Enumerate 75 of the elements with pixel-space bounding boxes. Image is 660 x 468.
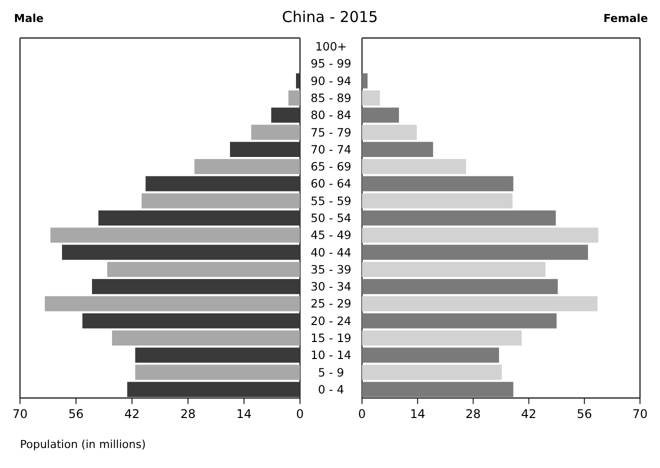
y-tick-label: 60 - 64 — [310, 176, 352, 191]
bar — [362, 90, 380, 106]
bar — [127, 382, 300, 397]
x-tick-label: 56 — [68, 407, 84, 421]
bar — [135, 348, 300, 363]
x-tick-label: 70 — [632, 407, 648, 421]
y-tick-label: 50 - 54 — [310, 211, 352, 225]
y-tick-label: 5 - 9 — [318, 365, 344, 380]
x-tick-label: 0 — [296, 407, 304, 421]
y-tick-label: 75 - 79 — [310, 125, 352, 140]
y-tick-label: 20 - 24 — [310, 314, 352, 328]
bar — [98, 210, 300, 226]
bar — [362, 124, 417, 140]
x-tick-label: 28 — [466, 407, 481, 421]
chart-subtitle: Male — [14, 12, 44, 25]
y-tick-label: 100+ — [315, 40, 347, 54]
bar — [362, 108, 399, 123]
x-tick-label: 14 — [236, 407, 252, 421]
y-tick-label: 65 - 69 — [310, 160, 352, 174]
bar — [362, 176, 514, 192]
bar — [362, 244, 588, 260]
bar — [362, 228, 598, 243]
x-tick-label: 14 — [410, 407, 426, 421]
y-tick-label: 40 - 44 — [310, 245, 352, 260]
bar — [230, 142, 300, 157]
x-tick-label: 42 — [124, 407, 140, 421]
y-tick-label: 15 - 19 — [310, 331, 352, 345]
bar — [362, 193, 513, 208]
bar — [50, 228, 300, 243]
bar — [362, 279, 558, 294]
bar — [112, 330, 300, 346]
bar — [146, 176, 300, 192]
bar — [362, 210, 556, 226]
y-tick-label: 85 - 89 — [310, 91, 352, 105]
y-tick-label: 45 - 49 — [310, 228, 352, 242]
x-axis-title: Population (in millions) — [20, 438, 146, 451]
y-tick-label: 35 - 39 — [310, 262, 352, 276]
bar — [362, 159, 466, 174]
bar — [194, 159, 300, 174]
bar — [362, 296, 598, 312]
y-tick-label: 0 - 4 — [318, 382, 344, 396]
y-tick-label: 10 - 14 — [310, 348, 352, 362]
bar — [362, 313, 557, 328]
bar — [142, 193, 300, 208]
x-tick-label: 70 — [12, 407, 28, 421]
y-tick-label: 25 - 29 — [310, 296, 352, 311]
bar — [296, 73, 300, 88]
bar — [362, 73, 368, 88]
bar — [62, 244, 300, 260]
bar — [288, 90, 300, 106]
bar — [362, 330, 522, 346]
bar — [362, 382, 514, 397]
y-tick-label: 30 - 34 — [310, 280, 352, 294]
bar — [82, 313, 300, 328]
bar — [135, 364, 300, 380]
bar — [251, 124, 300, 140]
bar — [92, 279, 300, 294]
x-tick-label: 28 — [180, 407, 196, 421]
y-tick-label: 80 - 84 — [310, 108, 352, 122]
chart-subtitle: Female — [603, 12, 648, 25]
bar — [107, 262, 300, 277]
bar — [44, 296, 300, 312]
bar — [271, 108, 300, 123]
y-tick-label: 95 - 99 — [310, 56, 352, 71]
y-tick-label: 70 - 74 — [310, 142, 352, 156]
text: China - 2015 — [282, 8, 378, 26]
bar — [362, 142, 434, 157]
bar — [362, 364, 502, 380]
x-tick-label: 42 — [521, 407, 536, 421]
bar — [362, 348, 500, 363]
y-tick-label: 55 - 59 — [310, 194, 352, 208]
y-tick-label: 90 - 94 — [310, 74, 352, 88]
x-tick-label: 56 — [576, 407, 592, 421]
bar — [362, 262, 546, 277]
x-tick-label: 0 — [358, 407, 366, 421]
